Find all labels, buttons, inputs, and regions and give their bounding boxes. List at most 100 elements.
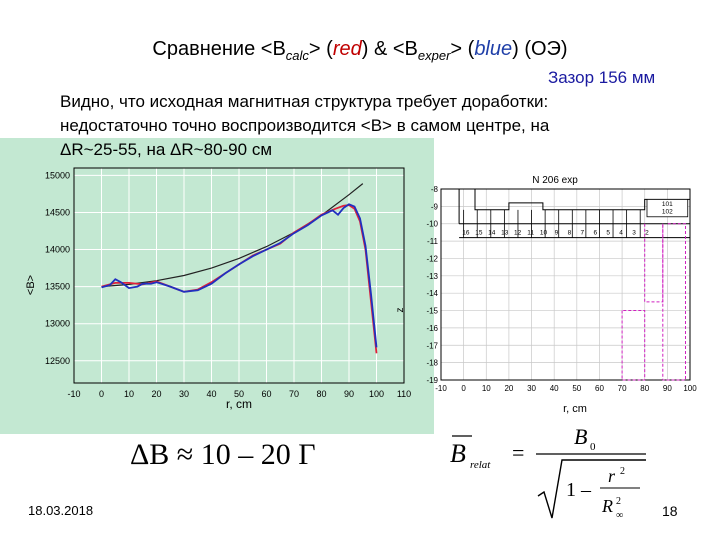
- title-suffix: ) (ОЭ): [512, 38, 568, 60]
- paragraph-line-1: Видно, что исходная магнитная структура …: [60, 92, 549, 111]
- title-mid1: > (: [308, 38, 333, 60]
- paragraph-line-3: ΔR~25-55, на ΔR~80-90 см: [60, 140, 273, 159]
- left-x-tick-label: 30: [179, 389, 189, 399]
- left-plot-background: [0, 138, 434, 434]
- left-y-tick-label: 12500: [45, 356, 70, 366]
- gap-label: Зазор 156 мм: [548, 68, 656, 87]
- denominator-r-inf: R: [601, 496, 613, 516]
- right-y-tick-label: -15: [426, 307, 438, 316]
- right-y-tick-label: -11: [427, 237, 439, 246]
- right-y-tick-label: -19: [426, 376, 438, 385]
- denominator-r: r: [608, 466, 616, 486]
- denominator-r-inf-sup: 2: [616, 496, 621, 507]
- left-y-axis-label: <B>: [25, 275, 37, 295]
- sqrt-sign: [537, 459, 646, 519]
- legend-label: 101: [662, 201, 673, 208]
- right-y-tick-label: -8: [431, 185, 439, 194]
- coil-number-label: 7: [581, 230, 585, 237]
- coil-number-label: 10: [540, 230, 548, 237]
- left-x-tick-label: 10: [124, 389, 134, 399]
- coil-outline-dashed-b: [662, 223, 686, 381]
- right-x-tick-label: 10: [482, 384, 491, 393]
- right-x-tick-label: 100: [683, 384, 697, 393]
- right-x-tick-label: 20: [504, 384, 513, 393]
- coil-number-label: 16: [462, 230, 470, 237]
- lhs-b: B: [450, 439, 466, 468]
- slide-page-number: 18: [662, 503, 678, 519]
- left-x-tick-label: -10: [67, 389, 80, 399]
- right-x-axis-label: r, cm: [563, 403, 587, 415]
- left-y-tick-label: 13000: [45, 319, 70, 329]
- coil-number-label: 13: [501, 230, 509, 237]
- left-plot-series: [101, 183, 378, 354]
- left-x-tick-label: 40: [206, 389, 216, 399]
- left-y-tick-label: 14500: [45, 207, 70, 217]
- coil-number-label: 2: [645, 230, 649, 237]
- right-x-tick-label: 40: [550, 384, 559, 393]
- coil-outline-dashed-a: [644, 223, 664, 303]
- right-y-tick-label: -13: [426, 272, 438, 281]
- slide-title: Сравнение <Bcalc> (red) & <Bexper> (blue…: [0, 38, 720, 63]
- left-x-tick-label: 20: [151, 389, 161, 399]
- paragraph-line-2: недостаточно точно воспроизводится <B> в…: [60, 116, 550, 135]
- coil-number-label: 4: [619, 230, 623, 237]
- coil-number-label: 11: [527, 230, 534, 237]
- right-plot-title: N 206 exp: [532, 175, 578, 186]
- coil-number-label: 12: [514, 230, 522, 237]
- title-mid3: > (: [450, 38, 475, 60]
- left-x-tick-label: 90: [344, 389, 354, 399]
- slide-date: 18.03.2018: [28, 503, 94, 518]
- title-calc-sub: calc: [285, 48, 309, 63]
- left-x-tick-label: 80: [316, 389, 326, 399]
- right-y-tick-label: -10: [426, 220, 438, 229]
- lhs-sub: relat: [470, 459, 491, 471]
- title-red-word: red: [332, 38, 362, 60]
- left-y-tick-label: 15000: [45, 170, 70, 180]
- title-mid2: ) & <B: [361, 38, 418, 60]
- title-prefix: Сравнение <B: [152, 38, 286, 60]
- right-y-tick-label: -18: [426, 359, 438, 368]
- right-x-tick-label: -10: [435, 384, 447, 393]
- left-x-axis-label: r, cm: [226, 397, 252, 411]
- plots-svg: -10 0 10 20 30 40 50 60 70 80 90 100 110125001300013…: [0, 138, 720, 434]
- left-y-tick-label: 13500: [45, 282, 70, 292]
- right-x-tick-label: 50: [572, 384, 581, 393]
- coil-number-label: 9: [555, 230, 559, 237]
- denominator-r-sup: 2: [620, 466, 625, 477]
- denominator-r-inf-sub: ∞: [616, 510, 623, 521]
- left-x-tick-label: 70: [289, 389, 299, 399]
- calc-reference-line: [101, 183, 364, 288]
- left-y-tick-label: 14000: [45, 245, 70, 255]
- right-y-tick-label: -17: [426, 341, 438, 350]
- coil-number-label: 15: [475, 230, 483, 237]
- b-relat-formula: B relat = B 0 1 – r 2 R 2 ∞: [450, 424, 646, 521]
- title-exper-sub: exper: [417, 48, 451, 63]
- right-y-axis-label: z: [395, 308, 406, 313]
- coil-number-label: 3: [632, 230, 636, 237]
- right-y-tick-label: -12: [426, 254, 438, 263]
- left-plot-ticks: -10 0 10 20 30 40 50 60 70 80 90 100 110 12500 13000 13…: [45, 170, 411, 399]
- coil-number-label: 6: [593, 230, 597, 237]
- left-x-tick-label: 50: [234, 389, 244, 399]
- coil-number-label: 5: [606, 230, 610, 237]
- right-y-tick-label: -14: [426, 289, 438, 298]
- right-y-tick-label: -16: [426, 324, 438, 333]
- right-x-tick-label: 60: [595, 384, 604, 393]
- coil-outline-dashed-c: [621, 310, 646, 381]
- legend-box: [646, 199, 689, 218]
- numerator-b: B: [574, 424, 587, 449]
- right-x-tick-label: 80: [640, 384, 649, 393]
- exper-blue-line: [101, 203, 378, 348]
- right-x-tick-label: 90: [663, 384, 672, 393]
- numerator-sub: 0: [590, 441, 596, 453]
- left-plot-grid: [73, 168, 405, 383]
- left-x-tick-label: 100: [369, 389, 384, 399]
- denominator-one: 1 –: [566, 479, 592, 501]
- right-x-tick-label: 30: [527, 384, 536, 393]
- left-x-tick-label: 0: [99, 389, 104, 399]
- right-plot-ticks: -10 0 10 20 30 40 50 60 70 80 90 100 -8 -9 -10 -11 -12 -1…: [426, 185, 697, 393]
- left-plot-frame: [73, 167, 405, 384]
- coil-number-label: 14: [488, 230, 496, 237]
- right-y-tick-label: -9: [431, 202, 439, 211]
- title-blue-word: blue: [474, 38, 513, 60]
